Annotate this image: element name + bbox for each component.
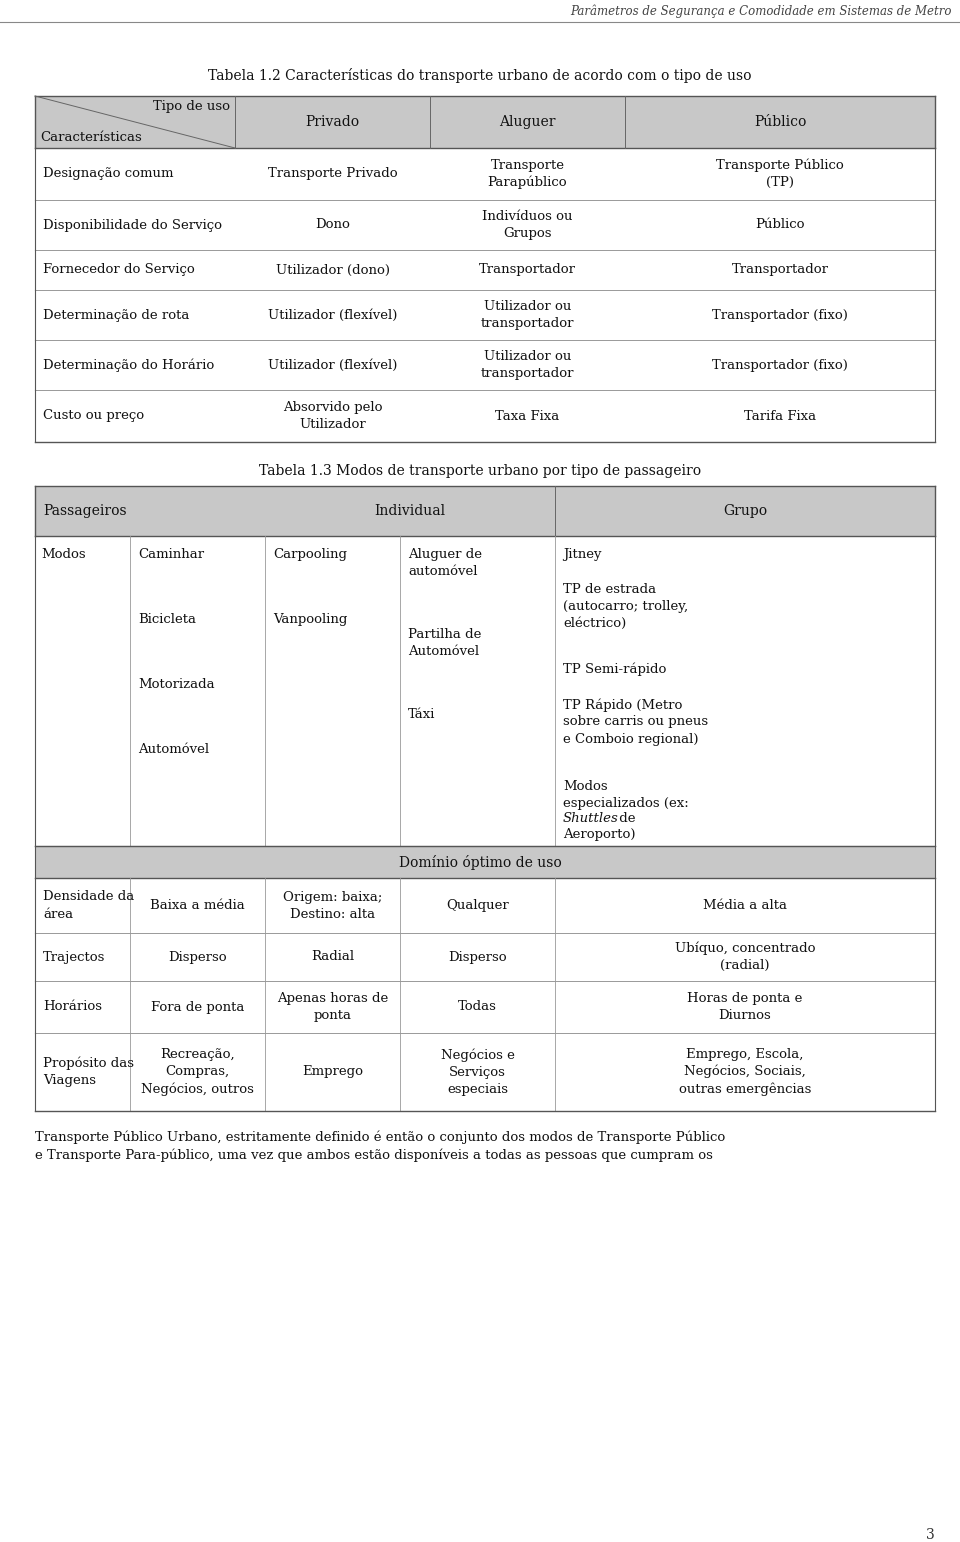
Text: Público: Público: [756, 219, 804, 231]
Bar: [35, 96, 935, 148]
Text: Determinação do Horário: Determinação do Horário: [43, 358, 214, 372]
Text: Negócios e
Serviços
especiais: Negócios e Serviços especiais: [441, 1049, 515, 1096]
Text: Densidade da
área: Densidade da área: [43, 890, 134, 921]
Text: Tipo de uso: Tipo de uso: [153, 100, 230, 113]
Text: Transportador (fixo): Transportador (fixo): [712, 308, 848, 321]
Text: Apenas horas de
ponta: Apenas horas de ponta: [276, 992, 388, 1022]
Text: Transporte Público Urbano, estritamente definido é então o conjunto dos modos de: Transporte Público Urbano, estritamente …: [35, 1130, 725, 1163]
Text: Transporte
Parapúblico: Transporte Parapúblico: [488, 159, 567, 190]
Text: Designação comum: Designação comum: [43, 168, 174, 180]
Text: Motorizada: Motorizada: [138, 678, 215, 691]
Text: Origem: baixa;
Destino: alta: Origem: baixa; Destino: alta: [283, 890, 382, 921]
Text: Partilha de
Automóvel: Partilha de Automóvel: [408, 628, 481, 658]
Text: Utilizador ou
transportador: Utilizador ou transportador: [481, 350, 574, 379]
Text: Determinação de rota: Determinação de rota: [43, 308, 189, 321]
Text: Disperso: Disperso: [448, 950, 507, 964]
Text: Modos
especializados (ex:: Modos especializados (ex:: [563, 780, 688, 810]
Text: Transporte Privado: Transporte Privado: [268, 168, 397, 180]
Text: Disponibilidade do Serviço: Disponibilidade do Serviço: [43, 219, 222, 231]
Text: Transporte Público
(TP): Transporte Público (TP): [716, 159, 844, 190]
Text: Transportador: Transportador: [732, 264, 828, 276]
Text: Tarifa Fixa: Tarifa Fixa: [744, 410, 816, 423]
Text: Grupo: Grupo: [723, 504, 767, 518]
Text: de: de: [615, 813, 636, 825]
Text: Aluguer de
automóvel: Aluguer de automóvel: [408, 547, 482, 578]
Text: Privado: Privado: [305, 116, 360, 130]
Text: Indivíduos ou
Grupos: Indivíduos ou Grupos: [482, 210, 573, 241]
Text: Dono: Dono: [315, 219, 350, 231]
Text: Vanpooling: Vanpooling: [273, 614, 348, 626]
Text: Horários: Horários: [43, 1001, 102, 1013]
Text: TP de estrada
(autocarro; trolley,
eléctrico): TP de estrada (autocarro; trolley, eléct…: [563, 583, 688, 631]
Text: Propósito das
Viagens: Propósito das Viagens: [43, 1056, 134, 1087]
Text: 3: 3: [925, 1528, 934, 1542]
Text: Emprego: Emprego: [302, 1066, 363, 1078]
Text: Recreação,
Compras,
Negócios, outros: Recreação, Compras, Negócios, outros: [141, 1049, 254, 1096]
Text: Qualquer: Qualquer: [446, 899, 509, 911]
Text: Caminhar: Caminhar: [138, 547, 204, 561]
Text: Modos: Modos: [41, 547, 85, 561]
Text: Fornecedor do Serviço: Fornecedor do Serviço: [43, 264, 195, 276]
Text: Todas: Todas: [458, 1001, 497, 1013]
Text: Público: Público: [754, 116, 806, 130]
Text: Fora de ponta: Fora de ponta: [151, 1001, 244, 1013]
Text: Passageiros: Passageiros: [43, 504, 127, 518]
Text: Aeroporto): Aeroporto): [563, 828, 636, 840]
Text: Trajectos: Trajectos: [43, 950, 106, 964]
Text: Bicicleta: Bicicleta: [138, 614, 196, 626]
Text: Disperso: Disperso: [168, 950, 227, 964]
Text: Utilizador (flexível): Utilizador (flexível): [268, 308, 397, 321]
Text: Características: Características: [40, 131, 142, 143]
Text: Baixa a média: Baixa a média: [150, 899, 245, 911]
Bar: [35, 486, 935, 537]
Text: TP Rápido (Metro
sobre carris ou pneus
e Comboio regional): TP Rápido (Metro sobre carris ou pneus e…: [563, 699, 708, 745]
Text: Média a alta: Média a alta: [703, 899, 787, 911]
Text: Emprego, Escola,
Negócios, Sociais,
outras emergências: Emprego, Escola, Negócios, Sociais, outr…: [679, 1049, 811, 1096]
Text: Shuttles: Shuttles: [563, 813, 619, 825]
Text: Transportador: Transportador: [479, 264, 576, 276]
Text: Tabela 1.3 Modos de transporte urbano por tipo de passageiro: Tabela 1.3 Modos de transporte urbano po…: [259, 464, 701, 478]
Text: Individual: Individual: [374, 504, 445, 518]
Text: TP Semi-rápido: TP Semi-rápido: [563, 663, 666, 677]
Text: Táxi: Táxi: [408, 708, 436, 722]
Text: Carpooling: Carpooling: [273, 547, 347, 561]
Text: Aluguer: Aluguer: [499, 116, 556, 130]
Text: Utilizador ou
transportador: Utilizador ou transportador: [481, 301, 574, 330]
Text: Custo ou preço: Custo ou preço: [43, 410, 144, 423]
Text: Radial: Radial: [311, 950, 354, 964]
Text: Absorvido pelo
Utilizador: Absorvido pelo Utilizador: [283, 401, 382, 432]
Text: Taxa Fixa: Taxa Fixa: [495, 410, 560, 423]
Text: Parâmetros de Segurança e Comodidade em Sistemas de Metro: Parâmetros de Segurança e Comodidade em …: [570, 5, 952, 19]
Text: Jitney: Jitney: [563, 547, 602, 561]
Text: Horas de ponta e
Diurnos: Horas de ponta e Diurnos: [687, 992, 803, 1022]
Text: Utilizador (dono): Utilizador (dono): [276, 264, 390, 276]
Text: Ubíquo, concentrado
(radial): Ubíquo, concentrado (radial): [675, 942, 815, 973]
Text: Automóvel: Automóvel: [138, 743, 209, 756]
Text: Utilizador (flexível): Utilizador (flexível): [268, 358, 397, 372]
Text: Domínio óptimo de uso: Domínio óptimo de uso: [398, 854, 562, 870]
Text: Transportador (fixo): Transportador (fixo): [712, 358, 848, 372]
Bar: [35, 847, 935, 877]
Text: Tabela 1.2 Características do transporte urbano de acordo com o tipo de uso: Tabela 1.2 Características do transporte…: [208, 68, 752, 83]
